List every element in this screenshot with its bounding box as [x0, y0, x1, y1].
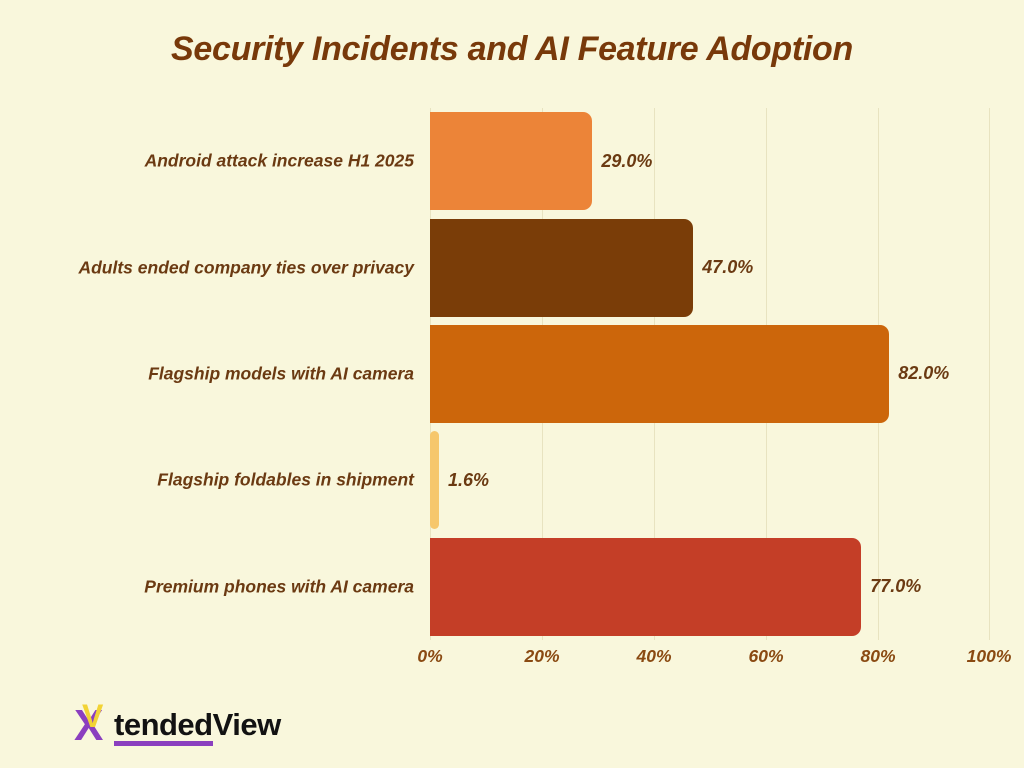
x-tick-label: 100% [966, 646, 1012, 666]
bar-row: Flagship foldables in shipment 1.6% [0, 427, 1024, 533]
category-label: Flagship models with AI camera [148, 363, 414, 384]
bar-value[interactable] [430, 112, 593, 211]
category-label: Flagship foldables in shipment [157, 469, 414, 490]
bar-group: 1.6% [430, 431, 490, 530]
bar-value-label: 82.0% [898, 363, 950, 384]
bar-value[interactable] [430, 324, 890, 423]
bar-value-label: 29.0% [601, 150, 653, 171]
bar-row: Adults ended company ties over privacy 4… [0, 214, 1024, 320]
bar-value[interactable] [430, 218, 694, 317]
bar-group: 47.0% [430, 218, 754, 317]
x-tick-label: 60% [748, 646, 784, 666]
bar-value[interactable] [430, 537, 862, 636]
logo-x-mark: X V [74, 698, 118, 750]
x-tick-label: 40% [636, 646, 672, 666]
x-axis: 0% 20% 40% 60% 80% 100% [417, 646, 1011, 676]
logo-underline [114, 741, 213, 746]
logo-word-mid: tended [114, 707, 213, 742]
logo-word-end: View [212, 707, 282, 742]
bar-value-label: 1.6% [448, 469, 490, 490]
category-label: Android attack increase H1 2025 [144, 150, 414, 171]
x-tick-label: 20% [524, 646, 560, 666]
bar-row: Flagship models with AI camera 82.0% [0, 321, 1024, 427]
bar-row: Premium phones with AI camera 77.0% [0, 534, 1024, 640]
bar-group: 77.0% [430, 537, 922, 636]
xtendedview-logo[interactable]: X V tended View [74, 698, 282, 750]
category-label: Premium phones with AI camera [144, 576, 414, 597]
category-label: Adults ended company ties over privacy [78, 257, 414, 278]
bar-row: Android attack increase H1 2025 29.0% [0, 108, 1024, 214]
x-tick-label: 80% [860, 646, 896, 666]
bar-value[interactable] [430, 431, 439, 530]
logo-word-mid-block: tended [114, 708, 213, 746]
bar-value-label: 77.0% [870, 576, 922, 597]
bar-group: 29.0% [430, 112, 653, 211]
logo-v-letter: V [82, 698, 104, 734]
x-tick-label: 0% [417, 646, 443, 666]
logo-x-letter: X [74, 701, 104, 750]
chart-title: Security Incidents and AI Feature Adopti… [171, 30, 853, 68]
gridline-100 [989, 108, 990, 640]
bar-group: 82.0% [430, 324, 950, 423]
bar-value-label: 47.0% [702, 257, 754, 278]
